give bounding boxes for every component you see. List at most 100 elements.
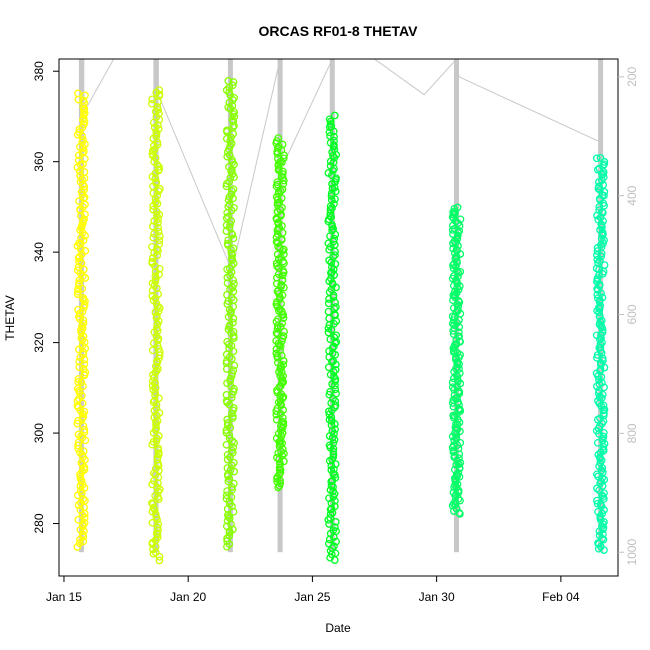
data-point (274, 307, 283, 315)
data-point (455, 365, 463, 373)
data-point (81, 247, 90, 255)
y2-tick-label: 800 (625, 423, 639, 443)
data-point (79, 413, 88, 421)
data-point (148, 222, 157, 231)
data-point (223, 337, 231, 346)
data-point (325, 441, 334, 450)
data-point (597, 316, 606, 325)
data-point (453, 480, 462, 489)
data-point (80, 425, 89, 434)
data-point (223, 239, 232, 248)
data-point (224, 212, 232, 221)
data-point (153, 199, 162, 208)
data-point (148, 286, 157, 295)
data-point (452, 433, 461, 442)
data-point (449, 411, 458, 420)
data-point (79, 332, 88, 341)
data-point (592, 154, 601, 163)
data-point (228, 283, 237, 292)
data-point (600, 158, 609, 166)
data-point (273, 147, 282, 156)
y-tick-label: 380 (32, 61, 46, 81)
data-point (155, 162, 163, 171)
data-point (453, 203, 462, 212)
data-point (150, 229, 158, 238)
y2-tick-label: 400 (625, 185, 639, 205)
data-point (596, 302, 605, 310)
data-point (450, 465, 459, 474)
data-point (324, 324, 333, 333)
data-point (228, 254, 236, 263)
y2-tick-label: 600 (625, 304, 639, 324)
data-point (329, 439, 338, 447)
data-point (453, 231, 462, 240)
data-point (230, 361, 239, 370)
data-point (155, 86, 164, 94)
data-point (153, 103, 162, 111)
data-point (326, 120, 335, 128)
data-point (330, 136, 338, 145)
data-point (324, 539, 333, 548)
data-point (150, 281, 159, 290)
data-point (330, 111, 339, 120)
chart-title: ORCAS RF01-8 THETAV (259, 23, 419, 39)
data-point (79, 194, 88, 203)
data-point (596, 318, 605, 326)
data-point (331, 397, 340, 405)
data-point (331, 298, 339, 307)
data-point (456, 496, 464, 505)
data-point (599, 161, 607, 170)
data-point (279, 154, 288, 163)
data-point (75, 279, 83, 288)
data-point (595, 182, 603, 191)
data-point (278, 413, 287, 422)
x-tick-label: Jan 30 (419, 590, 455, 604)
data-point (154, 444, 163, 453)
flight-series-5 (324, 111, 341, 564)
data-point (79, 365, 88, 373)
data-point (599, 428, 608, 437)
data-point (280, 250, 288, 259)
data-point (222, 522, 231, 531)
data-point (594, 539, 602, 547)
data-point (223, 126, 231, 135)
data-point (151, 272, 160, 281)
data-point (153, 191, 162, 200)
data-point (595, 531, 604, 540)
data-point (148, 507, 157, 516)
data-point (327, 399, 336, 407)
data-point (74, 89, 82, 98)
data-point (79, 202, 87, 211)
data-point (600, 409, 608, 418)
data-point (225, 177, 234, 186)
data-point (230, 439, 238, 447)
flight-series-6 (448, 203, 465, 518)
data-point (153, 312, 161, 320)
data-point (229, 318, 237, 327)
data-point (332, 331, 341, 340)
data-point (324, 239, 333, 248)
data-point (222, 391, 231, 399)
x-tick-label: Jan 20 (170, 590, 206, 604)
data-point (450, 474, 459, 483)
data-point (76, 506, 85, 514)
data-point (148, 95, 157, 104)
data-point (276, 436, 285, 445)
x-axis-label: Date (325, 621, 351, 635)
data-point (149, 503, 158, 512)
data-point (73, 543, 82, 551)
data-point (148, 499, 156, 507)
data-point (80, 117, 89, 126)
data-point (600, 188, 609, 196)
data-point (229, 185, 238, 194)
data-point (154, 449, 163, 457)
data-point (277, 447, 285, 456)
data-point (222, 440, 231, 449)
data-point (599, 445, 608, 453)
data-point (222, 491, 231, 500)
data-point (229, 296, 238, 304)
data-point (149, 205, 158, 214)
data-point (155, 240, 164, 249)
data-point (330, 199, 338, 208)
data-point (451, 209, 459, 218)
